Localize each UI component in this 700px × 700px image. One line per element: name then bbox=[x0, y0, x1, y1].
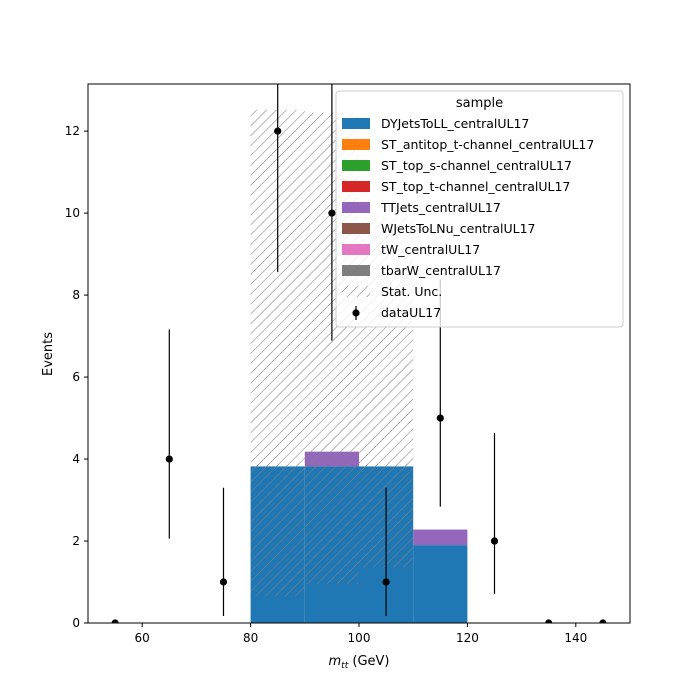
legend-label-tw-centralul17: tW_centralUL17 bbox=[381, 242, 480, 257]
legend-label-wjetstolnu-centralul17: WJetsToLNu_centralUL17 bbox=[381, 221, 535, 236]
legend-label-st-top-s-channel-centralul17: ST_top_s-channel_centralUL17 bbox=[381, 158, 572, 173]
x-tick-label-60: 60 bbox=[135, 631, 150, 645]
legend-swatch-st-top-t-channel-centralul17 bbox=[342, 181, 370, 192]
y-axis-ticks: 0 2 4 6 8 10 12 bbox=[65, 124, 88, 630]
legend-swatch-st-top-s-channel-centralul17 bbox=[342, 160, 370, 171]
x-axis-label-subscript: tt bbox=[341, 661, 349, 671]
bar-ttjets-centralul17-110-120 bbox=[413, 529, 468, 546]
data-point-105 bbox=[382, 578, 390, 586]
legend: sample DYJetsToLL_centralUL17 ST_antitop_… bbox=[335, 90, 624, 328]
x-axis-label-unit: (GeV) bbox=[348, 654, 389, 669]
y-tick-label-6: 6 bbox=[72, 370, 80, 384]
data-point-95 bbox=[328, 209, 336, 217]
y-tick-label-2: 2 bbox=[72, 534, 80, 548]
data-point-125 bbox=[490, 537, 499, 545]
legend-swatch-tw-centralul17 bbox=[342, 244, 370, 255]
x-axis-label: mtt (GeV) bbox=[329, 654, 390, 671]
data-point-85 bbox=[274, 127, 282, 135]
y-tick-label-10: 10 bbox=[65, 206, 80, 220]
x-tick-label-120: 120 bbox=[456, 631, 479, 645]
legend-swatch-tbarw-centralul17 bbox=[342, 265, 370, 276]
x-tick-label-100: 100 bbox=[348, 631, 371, 645]
data-point-55 bbox=[111, 619, 119, 623]
legend-label-tbarw-centralul17: tbarW_centralUL17 bbox=[381, 263, 501, 278]
legend-entries: DYJetsToLL_centralUL17 ST_antitop_t-chann… bbox=[342, 116, 594, 320]
data-point-115 bbox=[436, 414, 444, 422]
y-tick-label-8: 8 bbox=[72, 288, 80, 302]
y-tick-label-12: 12 bbox=[65, 124, 80, 138]
legend-swatch-dyjetstoll-centralul17 bbox=[342, 118, 370, 129]
x-axis-label-symbol: m bbox=[329, 654, 342, 669]
data-point-135 bbox=[545, 619, 553, 623]
bar-dyjetstoll-centralul17-110-120 bbox=[413, 545, 468, 623]
legend-swatch-wjetstolnu-centralul17 bbox=[342, 223, 370, 234]
legend-swatch-st-antitop-t-channel-centralul17 bbox=[342, 139, 370, 150]
legend-box bbox=[335, 90, 624, 328]
legend-label-dyjetstoll-centralul17: DYJetsToLL_centralUL17 bbox=[381, 116, 529, 131]
legend-label-ttjets-centralul17: TTJets_centralUL17 bbox=[380, 200, 501, 215]
legend-label-st-top-t-channel-centralul17: ST_top_t-channel_centralUL17 bbox=[381, 179, 570, 194]
legend-marker-data bbox=[352, 309, 360, 317]
data-point-65 bbox=[165, 455, 173, 463]
x-tick-label-80: 80 bbox=[243, 631, 258, 645]
data-point-75 bbox=[219, 578, 228, 586]
legend-swatch-stat-unc bbox=[342, 286, 370, 297]
legend-label-stat-unc: Stat. Unc. bbox=[381, 284, 442, 299]
x-tick-label-140: 140 bbox=[564, 631, 587, 645]
y-tick-label-4: 4 bbox=[72, 452, 80, 466]
y-tick-label-0: 0 bbox=[72, 616, 80, 630]
legend-swatch-ttjets-centralul17 bbox=[342, 202, 370, 213]
legend-title: sample bbox=[456, 96, 503, 111]
legend-label-st-antitop-t-channel-centralul17: ST_antitop_t-channel_centralUL17 bbox=[381, 137, 594, 152]
legend-label-data: dataUL17 bbox=[381, 305, 441, 320]
y-axis-label: Events bbox=[41, 332, 56, 376]
x-axis-ticks: 60 80 100 120 140 bbox=[135, 623, 587, 645]
data-point-145 bbox=[599, 619, 607, 623]
